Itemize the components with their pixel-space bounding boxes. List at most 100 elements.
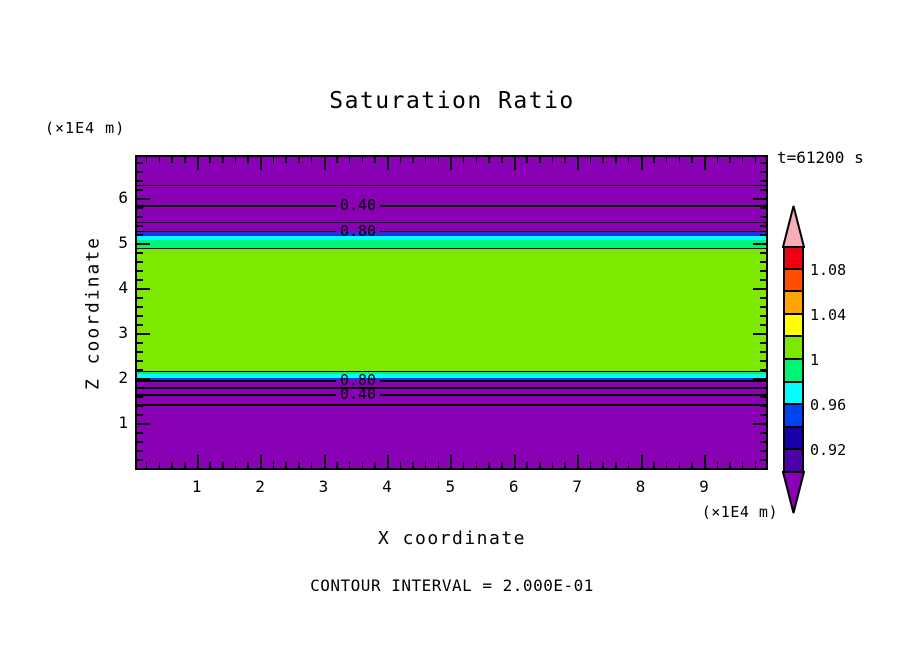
axis-tick: [171, 157, 173, 163]
axis-tick: [760, 369, 766, 371]
field-band: [137, 378, 766, 381]
axis-tick: [323, 157, 326, 170]
contour-interval-note: CONTOUR INTERVAL = 2.000E-01: [310, 576, 594, 595]
colorbar-tick-label: 1.04: [810, 305, 847, 324]
x-tick-label: 5: [445, 477, 456, 496]
axis-tick: [310, 157, 313, 163]
z-tick-label: 3: [118, 323, 128, 342]
axis-tick: [374, 462, 376, 468]
axis-tick: [137, 441, 143, 443]
axis-tick: [627, 462, 630, 468]
axis-tick: [462, 157, 465, 163]
colorbar-tick-label: 1: [810, 351, 820, 369]
axis-tick: [260, 455, 263, 468]
z-tick-label: 4: [118, 278, 128, 297]
axis-tick: [640, 455, 643, 468]
axis-tick: [716, 462, 719, 468]
z-tick-label: 5: [118, 233, 128, 252]
axis-tick: [729, 157, 731, 163]
x-tick-label: 4: [382, 477, 392, 496]
colorbar-above-range-arrow: [782, 205, 805, 248]
z-axis-unit-label: (×1E4 m): [45, 119, 126, 137]
axis-tick: [137, 171, 143, 173]
axis-tick: [399, 157, 402, 163]
axis-tick: [640, 157, 643, 170]
axis-tick: [760, 459, 766, 461]
axis-tick: [137, 369, 143, 371]
x-axis-unit-label: (×1E4 m): [701, 503, 778, 521]
colorbar-segment: [783, 448, 804, 473]
axis-tick: [615, 157, 617, 163]
axis-tick: [137, 450, 143, 452]
axis-tick: [602, 462, 604, 468]
axis-tick: [760, 234, 766, 236]
axis-tick: [760, 189, 766, 191]
axis-tick: [551, 462, 554, 468]
colorbar-tick-label: 1.08: [810, 260, 847, 279]
colorbar-tick-label: 0.92: [810, 441, 847, 460]
axis-tick: [285, 157, 287, 163]
axis-tick: [137, 432, 143, 434]
axis-tick: [374, 157, 376, 163]
contour-line: [137, 205, 336, 207]
axis-tick: [222, 462, 224, 468]
axis-tick: [760, 162, 766, 164]
axis-tick: [424, 462, 427, 468]
axis-tick: [137, 423, 150, 425]
axis-tick: [137, 189, 143, 191]
axis-tick: [627, 157, 630, 163]
axis-tick: [760, 207, 766, 209]
axis-tick: [760, 396, 766, 398]
contour-line: [137, 387, 766, 389]
contour-line: [137, 370, 766, 373]
axis-tick: [760, 315, 766, 317]
x-axis-title: X coordinate: [377, 528, 527, 549]
axis-tick: [222, 157, 224, 163]
axis-tick: [753, 198, 766, 200]
axis-tick: [336, 462, 338, 468]
x-tick-label: 9: [699, 477, 709, 496]
axis-tick: [158, 462, 161, 468]
axis-tick: [209, 157, 211, 163]
axis-tick: [577, 157, 580, 170]
axis-tick: [475, 462, 478, 468]
axis-tick: [753, 243, 766, 245]
axis-tick: [437, 462, 440, 468]
axis-tick: [137, 315, 143, 317]
contour-line: [380, 205, 766, 207]
contour-value-label: 0.80: [339, 371, 377, 390]
axis-tick: [760, 342, 766, 344]
axis-tick: [760, 297, 766, 299]
axis-tick: [760, 279, 766, 281]
axis-tick: [577, 455, 580, 468]
axis-tick: [488, 462, 490, 468]
z-axis-title: Z coordinate: [82, 235, 104, 391]
z-tick-label: 6: [118, 188, 128, 207]
axis-tick: [196, 157, 199, 170]
axis-tick: [361, 462, 364, 468]
colorbar-segment: [783, 290, 804, 315]
axis-tick: [665, 462, 668, 468]
axis-tick: [137, 288, 150, 290]
contour-line: [137, 394, 336, 396]
axis-tick: [760, 405, 766, 407]
axis-tick: [691, 462, 693, 468]
axis-tick: [137, 324, 143, 326]
axis-tick: [137, 459, 143, 461]
axis-tick: [412, 462, 414, 468]
axis-tick: [298, 462, 300, 468]
axis-tick: [137, 225, 143, 227]
x-tick-label: 3: [318, 477, 329, 496]
axis-tick: [412, 157, 414, 163]
axis-tick: [760, 387, 766, 389]
axis-tick: [247, 462, 249, 468]
axis-tick: [526, 157, 528, 163]
axis-tick: [691, 157, 693, 163]
axis-tick: [716, 157, 719, 163]
axis-tick: [137, 297, 143, 299]
axis-tick: [437, 157, 440, 163]
axis-tick: [513, 157, 516, 170]
axis-tick: [760, 306, 766, 308]
x-tick-label: 6: [508, 477, 519, 496]
axis-tick: [753, 288, 766, 290]
